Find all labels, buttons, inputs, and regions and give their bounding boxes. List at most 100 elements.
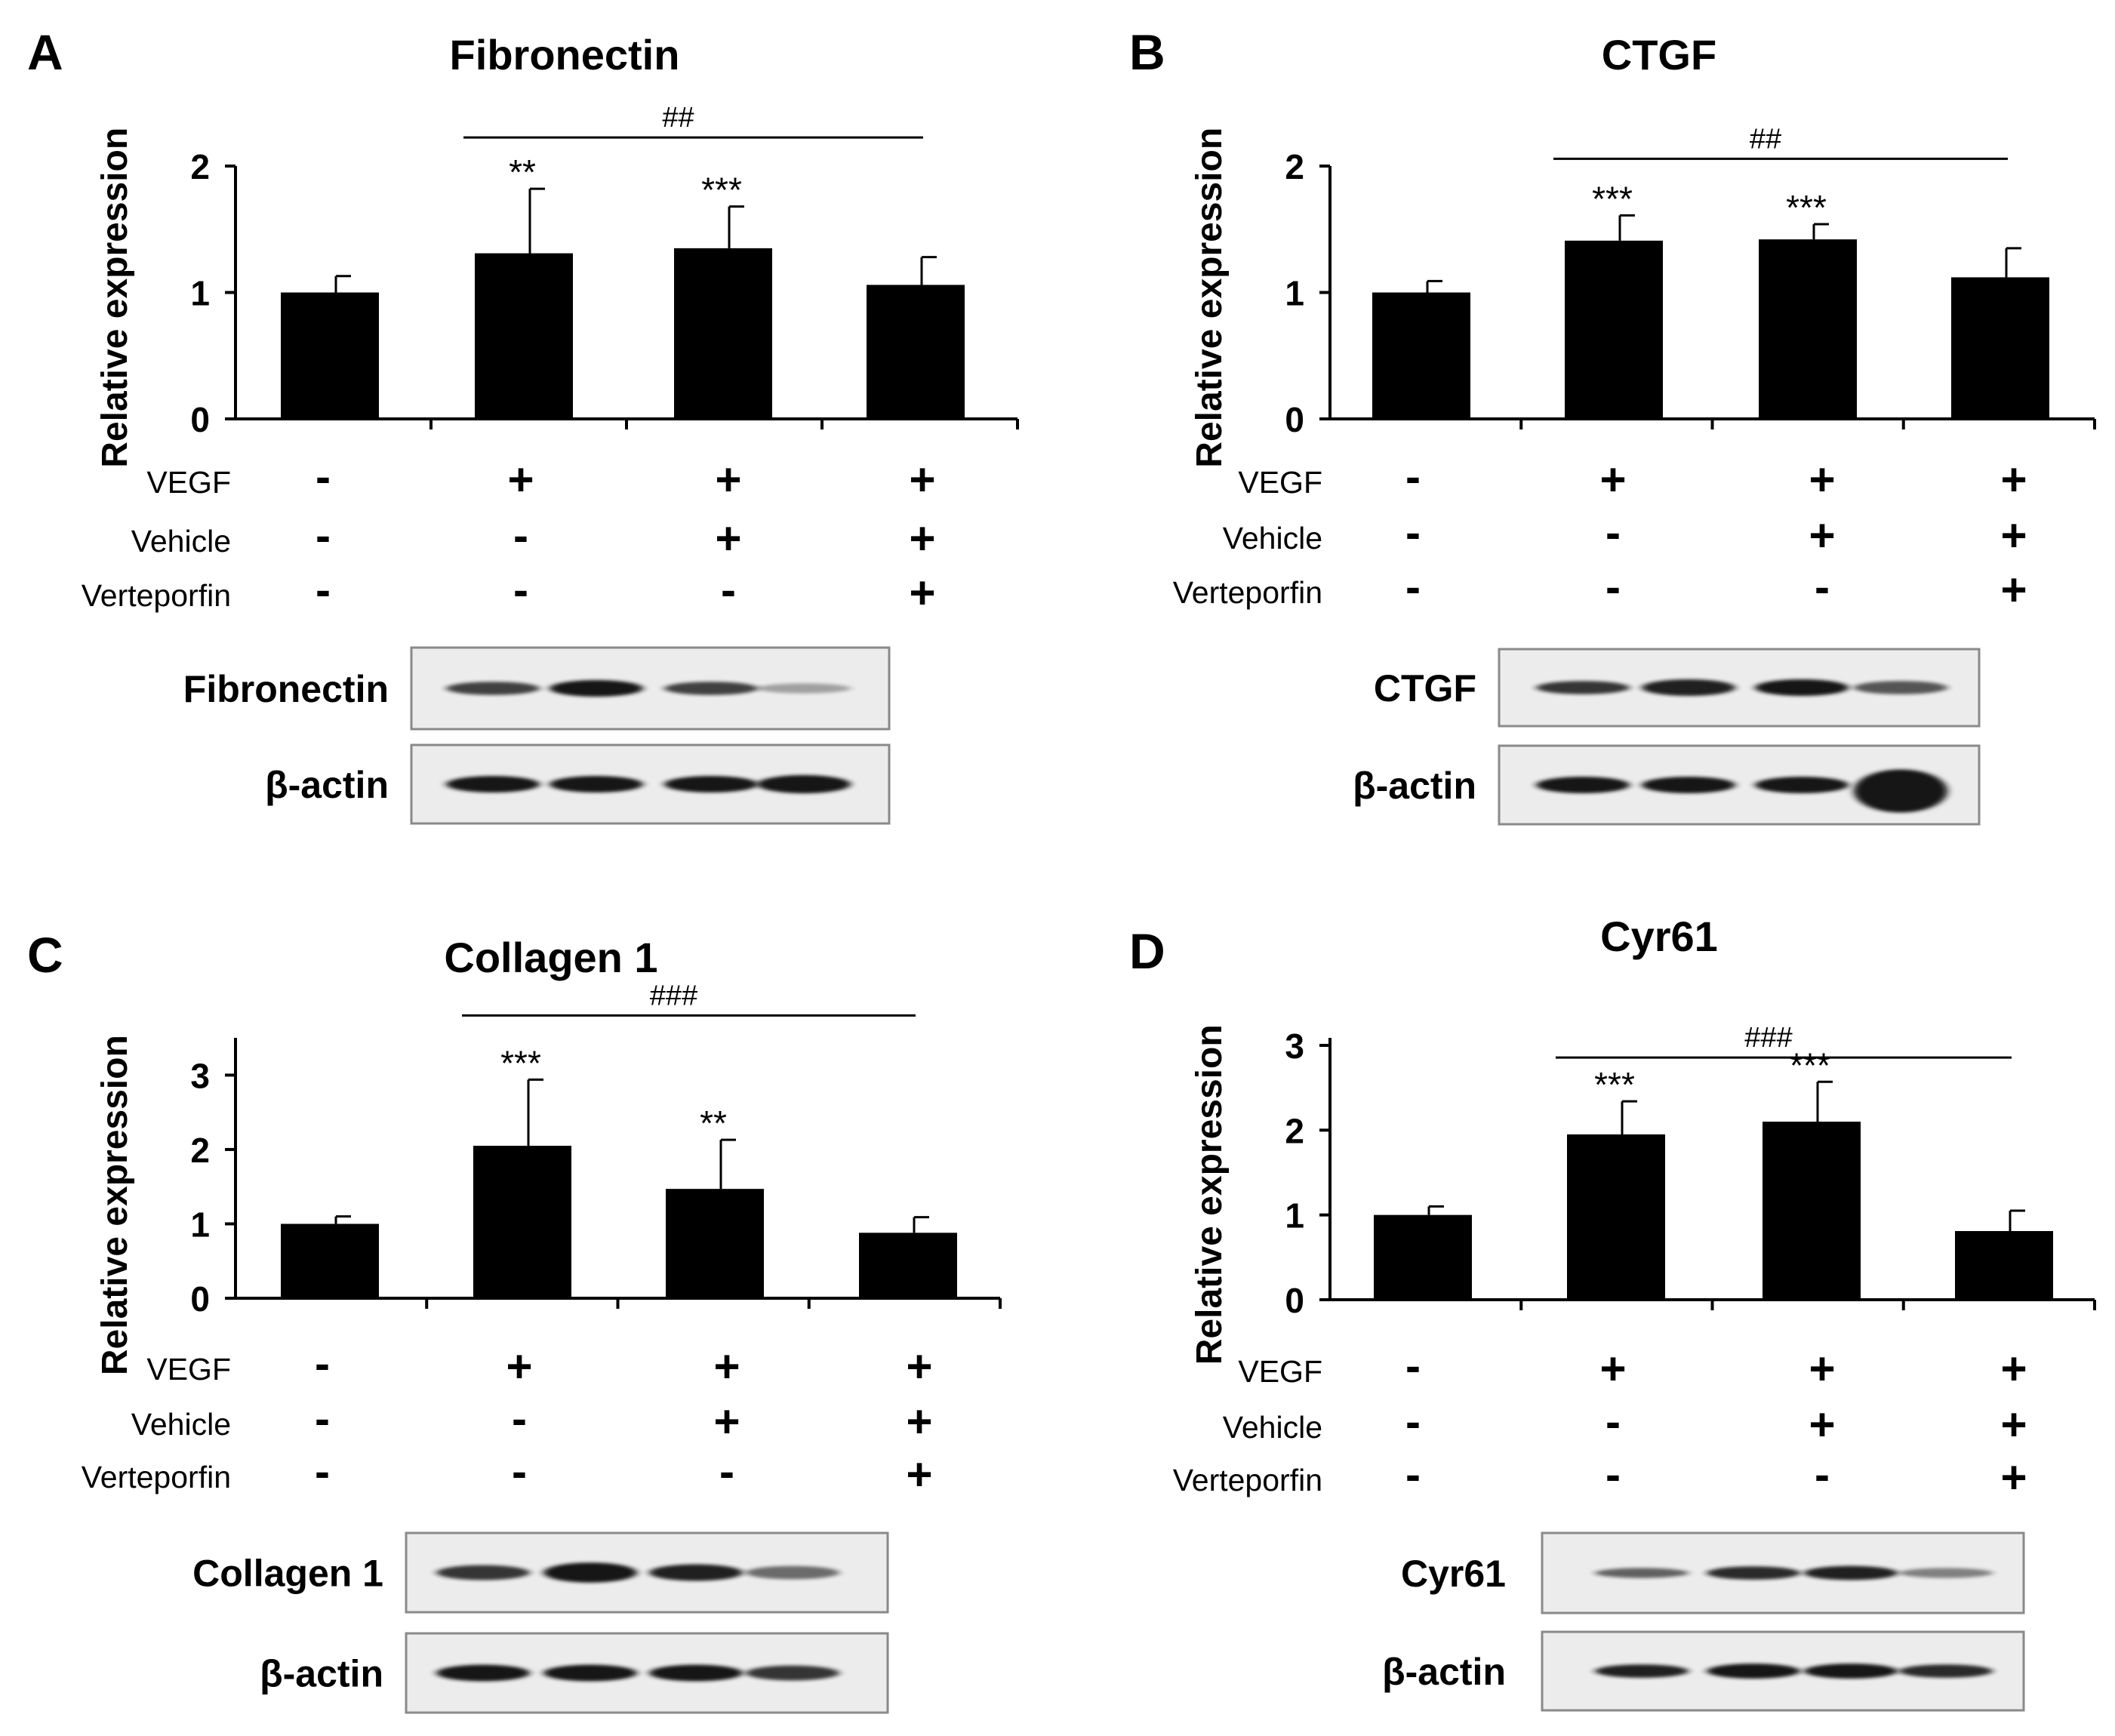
minus-mark: - <box>513 565 528 615</box>
minus-mark: - <box>1405 1449 1421 1500</box>
blot-band <box>664 682 758 695</box>
condition-label: Vehicle <box>131 524 231 559</box>
panel-letter: D <box>1129 923 1165 979</box>
minus-mark: - <box>721 565 736 615</box>
chart-title: Cyr61 <box>1600 913 1718 960</box>
plus-mark: + <box>506 1341 532 1392</box>
panel-b: B CTGF Relative expression 0 1 2 *** *** ## VEGF -… <box>1129 24 2096 826</box>
blot-band <box>1707 1664 1800 1679</box>
blot-band <box>436 1565 530 1581</box>
plus-mark: + <box>2000 454 2027 505</box>
plus-mark: + <box>906 1449 932 1500</box>
blot-label: Cyr61 <box>1401 1553 1506 1595</box>
plus-mark: + <box>713 1396 740 1447</box>
blot-band <box>1595 1664 1689 1678</box>
bar <box>1762 1122 1861 1300</box>
y-tick-label: 2 <box>1285 1111 1304 1150</box>
minus-mark: - <box>512 1446 527 1497</box>
plus-mark: + <box>906 1396 932 1447</box>
condition-label: VEGF <box>146 1352 231 1387</box>
significance-label: *** <box>1594 1065 1635 1104</box>
comparison-label: ### <box>650 980 697 1011</box>
blot-band <box>1804 1565 1898 1581</box>
blot-label: β-actin <box>1382 1651 1506 1693</box>
condition-label: Vehicle <box>1223 1410 1322 1445</box>
blot-band <box>436 1664 530 1682</box>
y-tick-label: 1 <box>1285 1196 1304 1236</box>
blot-band <box>550 776 643 793</box>
blot-label: Fibronectin <box>183 668 389 710</box>
minus-mark: - <box>1605 562 1621 612</box>
condition-label: Verteporfin <box>1173 1463 1322 1497</box>
blot-band <box>746 1665 839 1681</box>
bar <box>674 248 772 419</box>
y-tick-label: 2 <box>190 1131 210 1170</box>
minus-mark: - <box>1405 507 1421 558</box>
y-tick-label: 1 <box>190 274 210 313</box>
blot-label: Collagen 1 <box>192 1553 383 1595</box>
blot-label: β-actin <box>260 1653 383 1695</box>
chart-title: Fibronectin <box>450 31 680 78</box>
minus-mark: - <box>1405 451 1421 502</box>
condition-label: Vehicle <box>131 1407 231 1442</box>
blot-band <box>550 680 643 697</box>
condition-label: Verteporfin <box>82 578 231 613</box>
plus-mark: + <box>2000 1399 2027 1450</box>
panel-letter: C <box>27 927 63 983</box>
blot-label: β-actin <box>1353 765 1476 807</box>
y-tick-label: 0 <box>1285 400 1304 439</box>
plus-mark: + <box>1809 1344 1835 1394</box>
plus-mark: + <box>909 568 935 618</box>
y-axis-label: Relative expression <box>95 128 135 468</box>
condition-label: Vehicle <box>1223 521 1322 556</box>
minus-mark: - <box>1605 1449 1621 1500</box>
condition-label: VEGF <box>146 465 231 500</box>
blot-band <box>664 776 758 793</box>
condition-label: Verteporfin <box>82 1460 231 1494</box>
bar <box>1951 277 2049 419</box>
plus-mark: + <box>713 1341 740 1392</box>
chart-title: Collagen 1 <box>444 934 657 981</box>
plus-mark: + <box>1809 1399 1835 1450</box>
bar <box>1565 240 1663 419</box>
blot-band <box>1899 1664 1993 1678</box>
bar <box>859 1233 957 1298</box>
bar <box>1372 292 1470 419</box>
plus-mark: + <box>1809 510 1835 561</box>
bar <box>281 1224 379 1298</box>
significance-label: *** <box>1592 179 1633 218</box>
minus-mark: - <box>316 451 331 502</box>
bar <box>475 253 573 419</box>
minus-mark: - <box>315 1338 330 1389</box>
plus-mark: + <box>909 454 935 505</box>
comparison-label: ### <box>1744 1022 1792 1054</box>
minus-mark: - <box>1815 562 1830 612</box>
blot-band <box>1854 681 1947 694</box>
significance-label: *** <box>1786 188 1827 227</box>
plus-mark: + <box>1599 454 1626 505</box>
y-tick-label: 3 <box>1285 1027 1304 1066</box>
y-tick-label: 3 <box>190 1056 210 1095</box>
blot-band <box>649 1664 743 1682</box>
minus-mark: - <box>1605 1396 1621 1447</box>
condition-label: Verteporfin <box>1173 575 1322 610</box>
plus-mark: + <box>909 513 935 564</box>
blot-band <box>1642 777 1735 793</box>
blot-band <box>543 1664 637 1682</box>
plus-mark: + <box>2000 565 2027 615</box>
condition-label: VEGF <box>1238 1354 1322 1389</box>
bar <box>1567 1134 1665 1300</box>
plus-mark: + <box>1599 1344 1626 1394</box>
blot-band <box>1755 777 1849 793</box>
blot-band <box>446 682 540 695</box>
blot-label: β-actin <box>265 764 389 806</box>
blot-band <box>746 1565 839 1580</box>
comparison-label: ## <box>1750 123 1781 155</box>
chart-title: CTGF <box>1602 31 1716 78</box>
bar <box>1955 1231 2053 1300</box>
minus-mark: - <box>1605 507 1621 558</box>
blot-band <box>1536 777 1630 793</box>
blot-band <box>1854 769 1947 813</box>
